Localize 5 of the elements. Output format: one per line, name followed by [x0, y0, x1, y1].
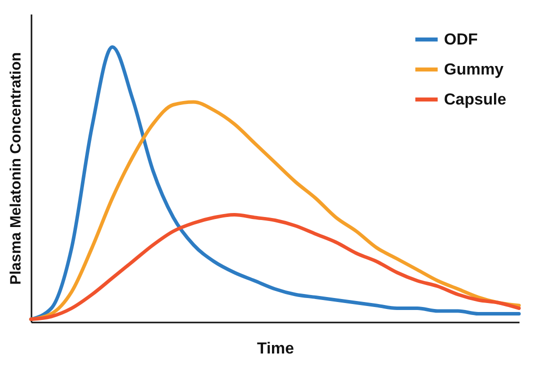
- legend-label: ODF: [444, 32, 478, 48]
- y-axis-title: Plasma Melatonin Concentration: [8, 52, 24, 285]
- x-axis-title: Time: [256, 340, 294, 358]
- legend-label: Gummy: [444, 62, 504, 78]
- legend-label: Capsule: [444, 92, 506, 108]
